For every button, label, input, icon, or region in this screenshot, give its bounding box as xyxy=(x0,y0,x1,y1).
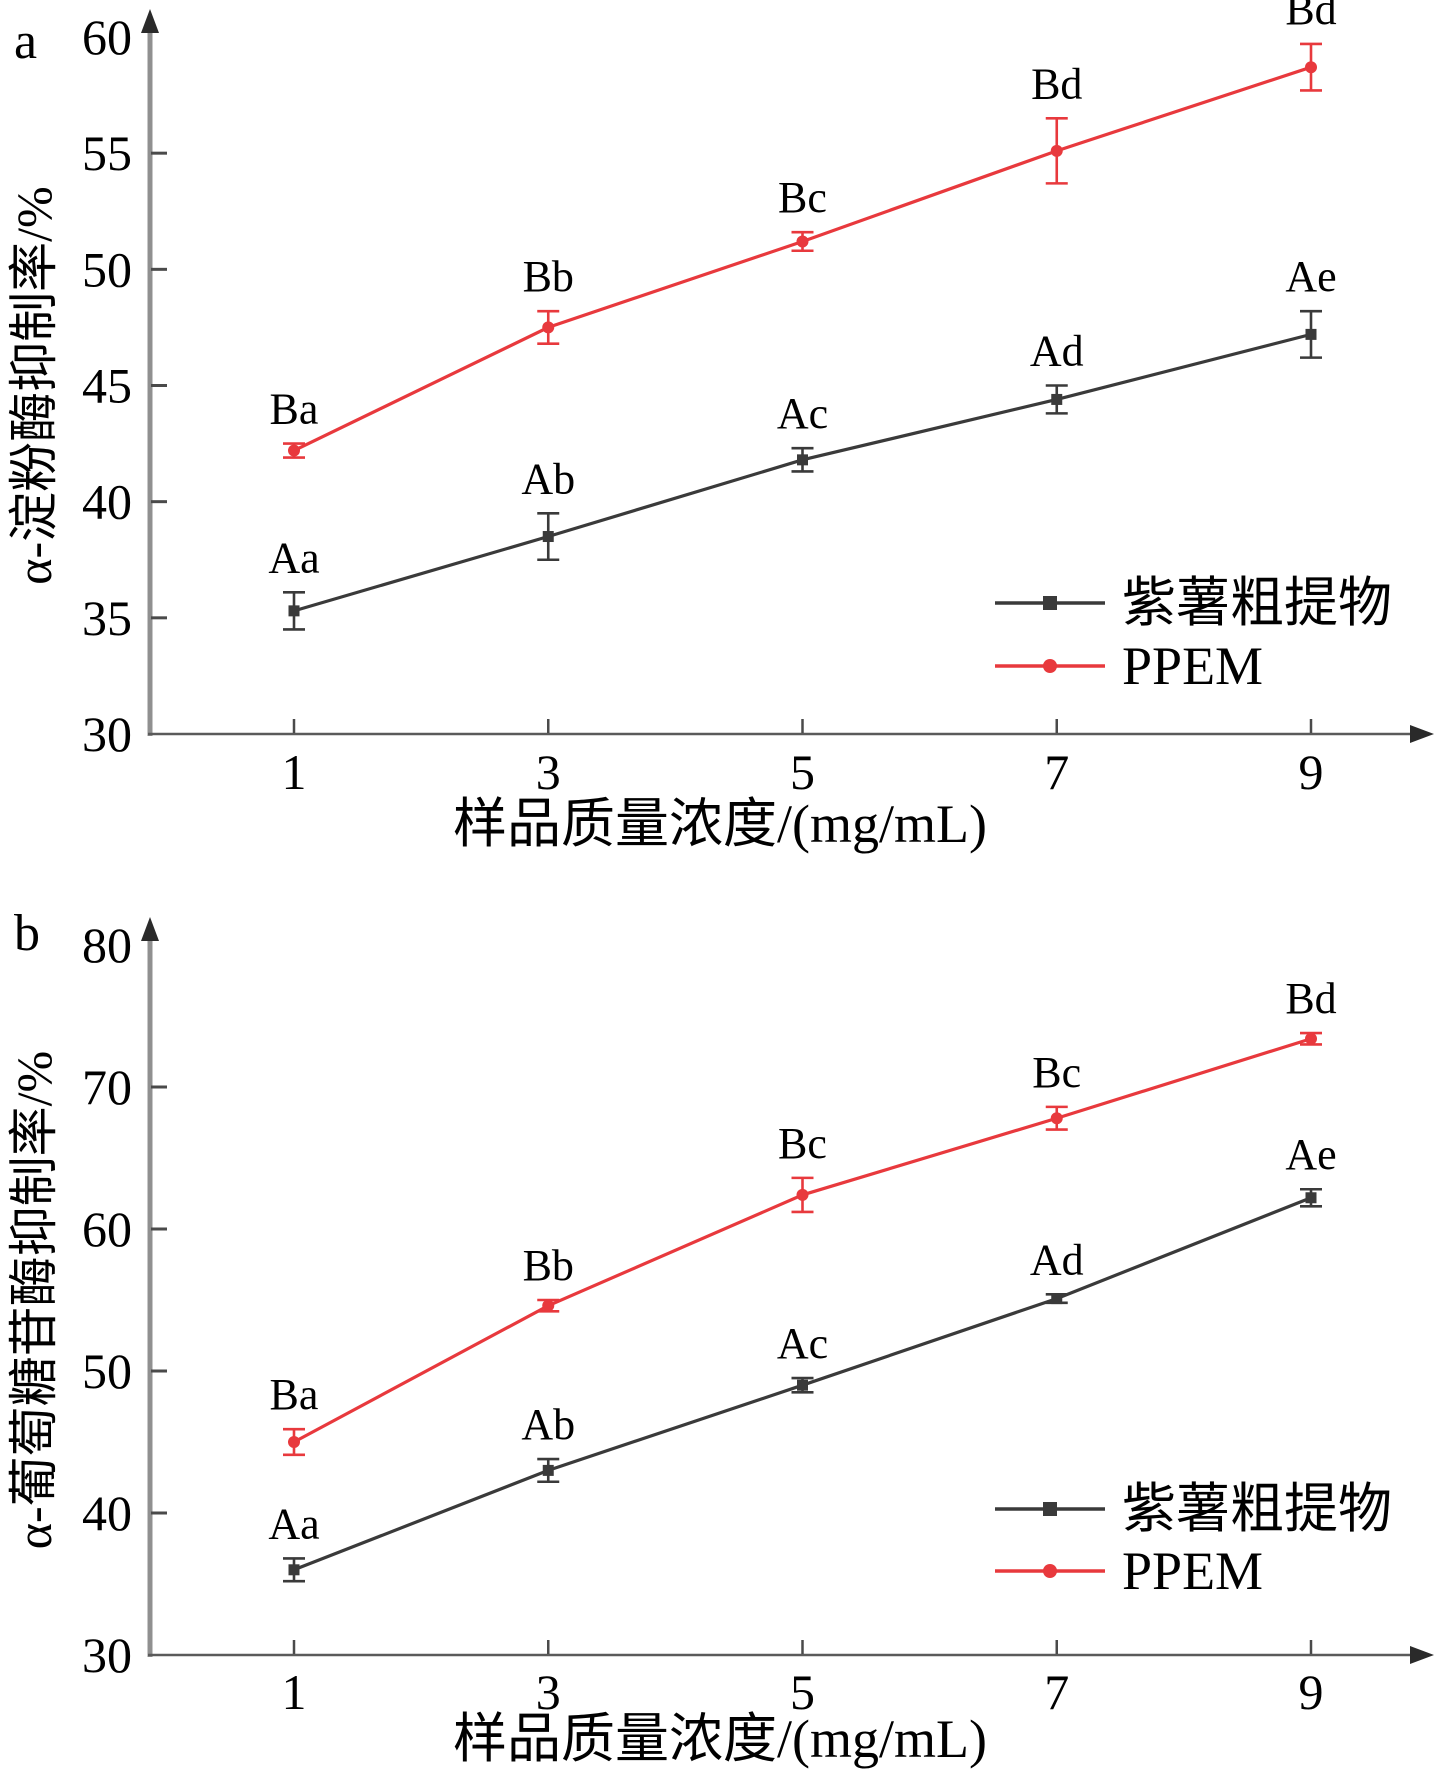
data-point-marker xyxy=(1050,144,1063,157)
point-label: Ac xyxy=(777,389,828,438)
point-label: Bc xyxy=(1032,1048,1081,1097)
data-point-marker xyxy=(1305,328,1317,340)
point-label: Ba xyxy=(270,385,319,434)
y-tick-label: 30 xyxy=(82,1627,132,1683)
legend-label: PPEM xyxy=(1122,1541,1263,1601)
y-axis-arrow xyxy=(141,9,159,33)
series-紫薯粗提物: Aa Ab Ac Ad Ae xyxy=(268,1130,1337,1583)
data-point-marker xyxy=(1305,61,1317,74)
x-axis-arrow xyxy=(1410,725,1434,743)
y-axis-title: α-葡萄糖苷酶抑制率/% xyxy=(6,1051,62,1549)
data-point-marker xyxy=(796,235,809,248)
point-label: Bb xyxy=(523,252,574,301)
x-tick-label: 7 xyxy=(1044,744,1069,800)
point-label: Ae xyxy=(1285,1130,1336,1179)
y-tick-label: 45 xyxy=(82,358,132,414)
legend-marker xyxy=(1043,1564,1057,1578)
data-point-marker xyxy=(542,1299,555,1312)
y-tick-label: 60 xyxy=(82,9,132,65)
x-tick-label: 5 xyxy=(790,1664,815,1720)
x-tick-label: 1 xyxy=(282,744,307,800)
point-label: Bb xyxy=(523,1241,574,1290)
y-tick-label: 35 xyxy=(82,590,132,646)
y-tick-label: 40 xyxy=(82,474,132,530)
panel-label: a xyxy=(14,13,37,70)
legend-marker xyxy=(1043,1502,1057,1516)
data-point-marker xyxy=(1050,1112,1063,1125)
point-label: Ad xyxy=(1030,327,1084,376)
legend-label: 紫薯粗提物 xyxy=(1122,1479,1392,1539)
data-point-marker xyxy=(1051,393,1063,405)
series-紫薯粗提物: Aa Ab Ac Ad Ae xyxy=(268,252,1337,631)
y-tick-label: 50 xyxy=(82,241,132,297)
x-tick-label: 9 xyxy=(1299,1664,1324,1720)
y-axis-arrow xyxy=(141,917,159,941)
point-label: Bd xyxy=(1285,974,1336,1023)
x-axis-title: 样品质量浓度/(mg/mL) xyxy=(453,794,987,854)
data-point-marker xyxy=(288,1436,300,1448)
legend-label: PPEM xyxy=(1122,636,1263,696)
point-label: Ad xyxy=(1030,1235,1084,1284)
data-point-marker xyxy=(542,531,554,543)
point-label: Bd xyxy=(1031,59,1082,108)
data-point-marker xyxy=(797,1379,808,1391)
point-label: Aa xyxy=(268,1499,319,1548)
x-tick-label: 3 xyxy=(536,744,561,800)
point-label: Ba xyxy=(270,1370,319,1419)
point-label: Bd xyxy=(1285,0,1336,34)
y-tick-label: 70 xyxy=(82,1059,132,1115)
data-point-marker xyxy=(542,321,555,334)
point-label: Ab xyxy=(521,454,575,503)
legend-label: 紫薯粗提物 xyxy=(1122,573,1392,633)
x-tick-label: 9 xyxy=(1299,744,1324,800)
point-label: Aa xyxy=(268,533,319,582)
y-axis-title: α-淀粉酶抑制率/% xyxy=(6,186,62,584)
x-tick-label: 3 xyxy=(536,1664,561,1720)
y-tick-label: 40 xyxy=(82,1485,132,1541)
y-tick-label: 55 xyxy=(82,125,132,181)
legend-marker xyxy=(1043,659,1057,673)
point-label: Ae xyxy=(1285,252,1336,301)
data-point-marker xyxy=(288,444,300,457)
data-point-marker xyxy=(1305,1192,1317,1204)
x-axis-arrow xyxy=(1410,1646,1434,1664)
panel-label: b xyxy=(14,905,40,962)
x-axis-title: 样品质量浓度/(mg/mL) xyxy=(453,1709,987,1769)
x-tick-label: 1 xyxy=(282,1664,307,1720)
data-point-marker xyxy=(288,1564,300,1576)
data-point-marker xyxy=(797,454,808,466)
x-tick-label: 5 xyxy=(790,744,815,800)
y-tick-label: 50 xyxy=(82,1343,132,1399)
point-label: Bc xyxy=(778,1119,827,1168)
data-point-marker xyxy=(288,605,300,617)
y-tick-label: 30 xyxy=(82,706,132,762)
panel-b-chart: 30 40 50 60 70 80 1 3 5 7 9 样品质量浓度/(mg/mL) α-葡萄糖苷酶抑制… xyxy=(6,905,1434,1769)
legend-marker xyxy=(1043,596,1057,610)
y-tick-label: 60 xyxy=(82,1201,132,1257)
data-point-marker xyxy=(1051,1293,1063,1305)
point-label: Ab xyxy=(521,1400,575,1449)
series-PPEM: Ba Bb Bc Bd Bd xyxy=(270,0,1337,459)
series-PPEM: Ba Bb Bc Bc Bd xyxy=(270,974,1337,1457)
y-tick-label: 80 xyxy=(82,917,132,973)
point-label: Bc xyxy=(778,173,827,222)
point-label: Ac xyxy=(777,1319,828,1368)
x-tick-label: 7 xyxy=(1044,1664,1069,1720)
data-point-marker xyxy=(1305,1032,1317,1045)
data-point-marker xyxy=(796,1188,809,1201)
data-point-marker xyxy=(542,1464,554,1476)
